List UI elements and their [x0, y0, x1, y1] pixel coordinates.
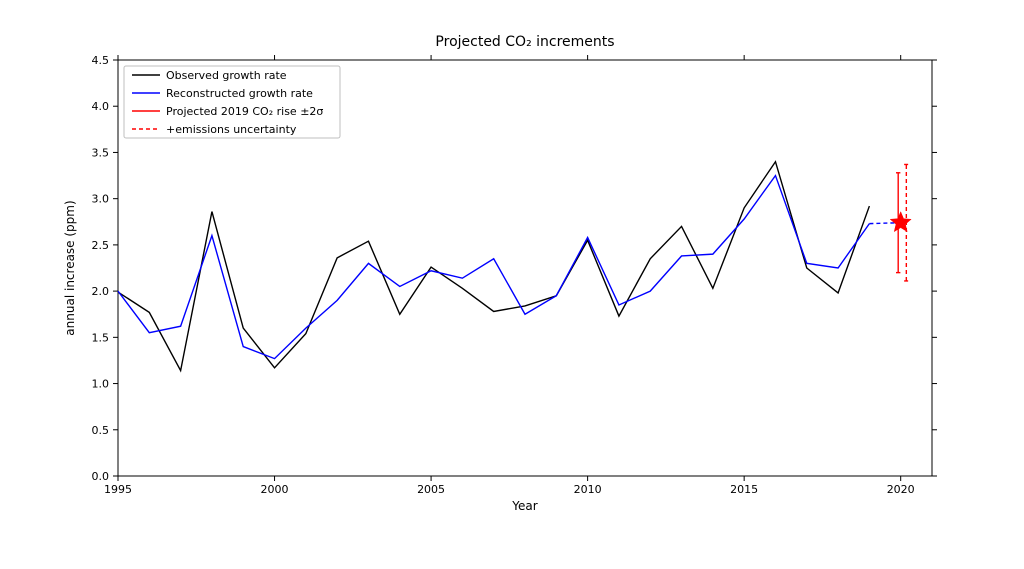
- legend-label: Reconstructed growth rate: [166, 87, 313, 100]
- svg-text:4.5: 4.5: [92, 54, 110, 67]
- legend-label: Projected 2019 CO₂ rise ±2σ: [166, 105, 323, 118]
- svg-text:1.0: 1.0: [92, 378, 110, 391]
- svg-text:1995: 1995: [104, 483, 132, 496]
- y-axis-label: annual increase (ppm): [63, 200, 77, 335]
- legend-label: Observed growth rate: [166, 69, 287, 82]
- svg-text:0.5: 0.5: [92, 424, 110, 437]
- svg-text:3.0: 3.0: [92, 193, 110, 206]
- svg-text:2.5: 2.5: [92, 239, 110, 252]
- svg-text:2005: 2005: [417, 483, 445, 496]
- x-axis-label: Year: [511, 499, 537, 513]
- series-observed: [118, 162, 869, 371]
- chart-svg: Projected CO₂ increments 1995 2000 2005 201…: [0, 0, 1024, 569]
- chart-container: Projected CO₂ increments 1995 2000 2005 201…: [0, 0, 1024, 569]
- legend: Observed growth rate Reconstructed growth…: [124, 66, 340, 138]
- chart-title: Projected CO₂ increments: [435, 34, 614, 50]
- svg-text:4.0: 4.0: [92, 100, 110, 113]
- svg-text:1.5: 1.5: [92, 331, 110, 344]
- svg-text:2010: 2010: [574, 483, 602, 496]
- svg-text:2000: 2000: [261, 483, 289, 496]
- projection-star-marker: [890, 212, 911, 232]
- series-reconstructed: [118, 176, 869, 359]
- line-series-group: [118, 162, 901, 371]
- svg-text:2015: 2015: [730, 483, 758, 496]
- legend-label: +emissions uncertainty: [166, 123, 297, 136]
- svg-text:2020: 2020: [887, 483, 915, 496]
- svg-text:3.5: 3.5: [92, 146, 110, 159]
- svg-text:0.0: 0.0: [92, 470, 110, 483]
- svg-text:2.0: 2.0: [92, 285, 110, 298]
